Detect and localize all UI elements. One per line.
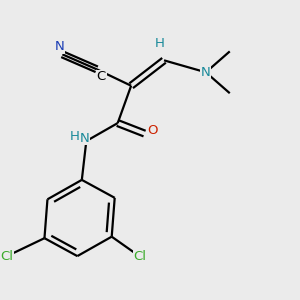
- Text: N: N: [55, 40, 64, 53]
- Text: O: O: [147, 124, 157, 137]
- Text: H: H: [154, 38, 164, 50]
- Text: C: C: [97, 70, 106, 83]
- Text: N: N: [80, 131, 90, 145]
- Text: Cl: Cl: [1, 250, 13, 262]
- Text: H: H: [69, 130, 79, 143]
- Text: Cl: Cl: [134, 250, 147, 262]
- Text: N: N: [201, 66, 211, 79]
